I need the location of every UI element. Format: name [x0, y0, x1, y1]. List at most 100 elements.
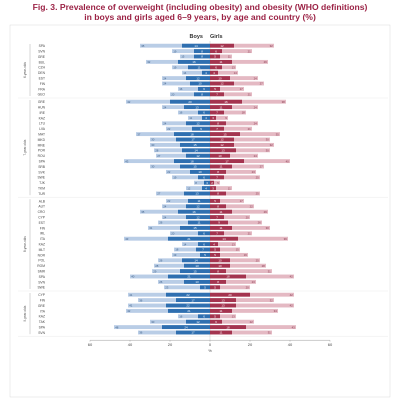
bar-boys-obesity	[184, 279, 210, 284]
bar-girls-overweight	[210, 242, 236, 247]
header-boys: Boys	[190, 34, 203, 40]
country-label: TUR	[38, 192, 45, 196]
label-girls-obesity: 11	[219, 60, 222, 64]
label-boys-obesity: 22	[186, 304, 190, 308]
label-girls-overweight: 24	[254, 154, 258, 158]
label-boys-obesity: 12	[196, 121, 200, 125]
bar-girls-overweight	[210, 258, 260, 263]
label-boys-overweight: 30	[151, 320, 155, 324]
bar-boys-overweight	[170, 92, 210, 97]
bar-boys-obesity	[198, 231, 210, 236]
label-boys-obesity: 14	[194, 44, 198, 48]
bar-girls-obesity	[210, 198, 220, 203]
bar-girls-overweight	[210, 164, 264, 169]
bar-girls-overweight	[210, 49, 252, 54]
bar-girls-obesity	[210, 186, 216, 191]
x-axis-label: %	[208, 348, 212, 353]
label-boys-obesity: 6	[203, 314, 205, 318]
label-girls-overweight: 17	[240, 199, 244, 203]
label-girls-overweight: 28	[262, 264, 266, 268]
bar-girls-overweight	[210, 252, 248, 257]
label-girls-overweight: 29	[264, 210, 268, 214]
bar-girls-overweight	[210, 191, 260, 196]
label-boys-overweight: 19	[173, 253, 177, 257]
bar-girls-overweight	[210, 159, 290, 164]
bar-girls-obesity	[210, 314, 220, 319]
label-girls-obesity: 12	[220, 138, 224, 142]
bar-girls-obesity	[210, 225, 232, 230]
label-boys-overweight: 28	[155, 264, 159, 268]
label-boys-obesity: 5	[204, 253, 206, 257]
bar-girls-obesity	[210, 65, 222, 70]
bar-boys-obesity	[196, 247, 210, 252]
label-girls-overweight: 34	[274, 309, 278, 313]
label-boys-overweight: 43	[125, 237, 129, 241]
bar-boys-overweight	[172, 175, 210, 180]
label-boys-obesity: 13	[195, 105, 199, 109]
label-girls-obesity: 5	[214, 285, 216, 289]
label-boys-overweight: 40	[131, 275, 135, 279]
bar-boys-obesity	[166, 303, 210, 308]
label-girls-overweight: 13	[232, 314, 236, 318]
bar-girls-overweight	[210, 99, 286, 104]
label-boys-overweight: 24	[163, 204, 167, 208]
country-label: FIN	[40, 226, 46, 230]
label-boys-overweight: 24	[163, 76, 167, 80]
bar-boys-obesity	[178, 209, 210, 214]
bar-girls-obesity	[210, 59, 232, 64]
label-girls-obesity: 11	[219, 105, 222, 109]
bar-girls-obesity	[210, 142, 234, 147]
label-girls-obesity: 11	[219, 165, 222, 169]
bar-girls-overweight	[210, 115, 228, 120]
label-boys-overweight: 24	[163, 215, 167, 219]
bar-girls-overweight	[210, 148, 270, 153]
label-girls-overweight: 42	[290, 304, 294, 308]
label-boys-obesity: 15	[193, 269, 197, 273]
bar-boys-overweight	[156, 191, 210, 196]
bar-boys-obesity	[194, 92, 210, 97]
label-girls-obesity: 11	[219, 309, 222, 313]
label-boys-obesity: 12	[196, 154, 200, 158]
label-girls-obesity: 7	[216, 127, 218, 131]
label-boys-obesity: 17	[191, 331, 195, 335]
label-girls-obesity: 12	[220, 44, 224, 48]
bar-boys-obesity	[186, 153, 210, 158]
label-girls-obesity: 11	[219, 210, 222, 214]
label-boys-overweight: 27	[157, 192, 161, 196]
bar-girls-obesity	[210, 110, 224, 115]
bar-boys-obesity	[162, 325, 210, 330]
label-boys-overweight: 14	[183, 71, 187, 75]
label-boys-obesity: 21	[187, 309, 191, 313]
label-boys-overweight: 22	[167, 127, 171, 131]
bar-girls-obesity	[210, 231, 224, 236]
label-boys-obesity: 6	[203, 242, 205, 246]
bar-boys-overweight	[124, 159, 210, 164]
label-girls-obesity: 9	[218, 221, 220, 225]
bar-boys-obesity	[168, 308, 210, 313]
label-boys-overweight: 32	[147, 60, 151, 64]
label-boys-overweight: 11	[189, 116, 192, 120]
label-boys-overweight: 24	[163, 105, 167, 109]
label-girls-overweight: 31	[268, 331, 272, 335]
bar-girls-overweight	[210, 209, 268, 214]
bar-girls-obesity	[210, 137, 234, 142]
label-girls-obesity: 5	[214, 55, 216, 59]
bar-boys-overweight	[158, 220, 210, 225]
country-label: GRE	[38, 55, 46, 59]
bar-girls-obesity	[210, 175, 224, 180]
label-girls-overweight: 21	[248, 92, 252, 96]
country-label: LVA	[39, 127, 46, 131]
label-girls-overweight: 42	[290, 275, 294, 279]
label-girls-obesity: 5	[214, 253, 216, 257]
country-label: KAZ	[39, 315, 45, 319]
label-boys-obesity: 21	[187, 275, 191, 279]
country-label: ITA	[40, 309, 46, 313]
bar-girls-overweight	[210, 110, 246, 115]
label-girls-overweight: 31	[268, 269, 272, 273]
bar-boys-overweight	[136, 132, 210, 137]
bar-girls-obesity	[210, 169, 226, 174]
label-girls-obesity: 18	[226, 275, 230, 279]
bar-girls-obesity	[210, 76, 230, 81]
label-girls-overweight: 27	[260, 165, 264, 169]
label-girls-overweight: 39	[284, 237, 288, 241]
